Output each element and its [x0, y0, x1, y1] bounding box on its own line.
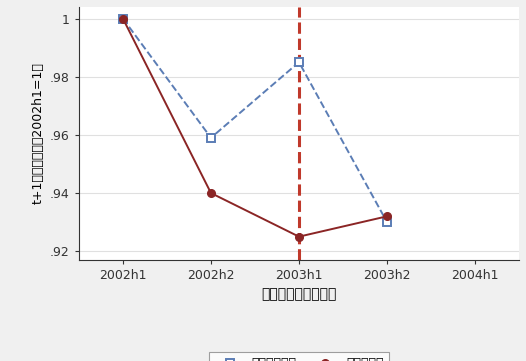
X-axis label: 展示会参加年・季節: 展示会参加年・季節 — [261, 287, 337, 301]
Line: 展示会不参加: 展示会不参加 — [119, 15, 391, 226]
展示会参加 — [208, 191, 214, 195]
Legend: 展示会不参加, 展示会参加: 展示会不参加, 展示会参加 — [209, 352, 389, 361]
展示会参加 — [296, 235, 302, 239]
展示会不参加 — [120, 16, 126, 21]
Y-axis label: t+1期輸出国数（2002h1=1）: t+1期輸出国数（2002h1=1） — [32, 62, 44, 204]
Line: 展示会参加: 展示会参加 — [119, 15, 391, 240]
展示会参加 — [120, 16, 126, 21]
展示会不参加 — [296, 60, 302, 64]
展示会不参加 — [208, 136, 214, 140]
展示会参加 — [384, 214, 390, 218]
展示会不参加 — [384, 220, 390, 224]
